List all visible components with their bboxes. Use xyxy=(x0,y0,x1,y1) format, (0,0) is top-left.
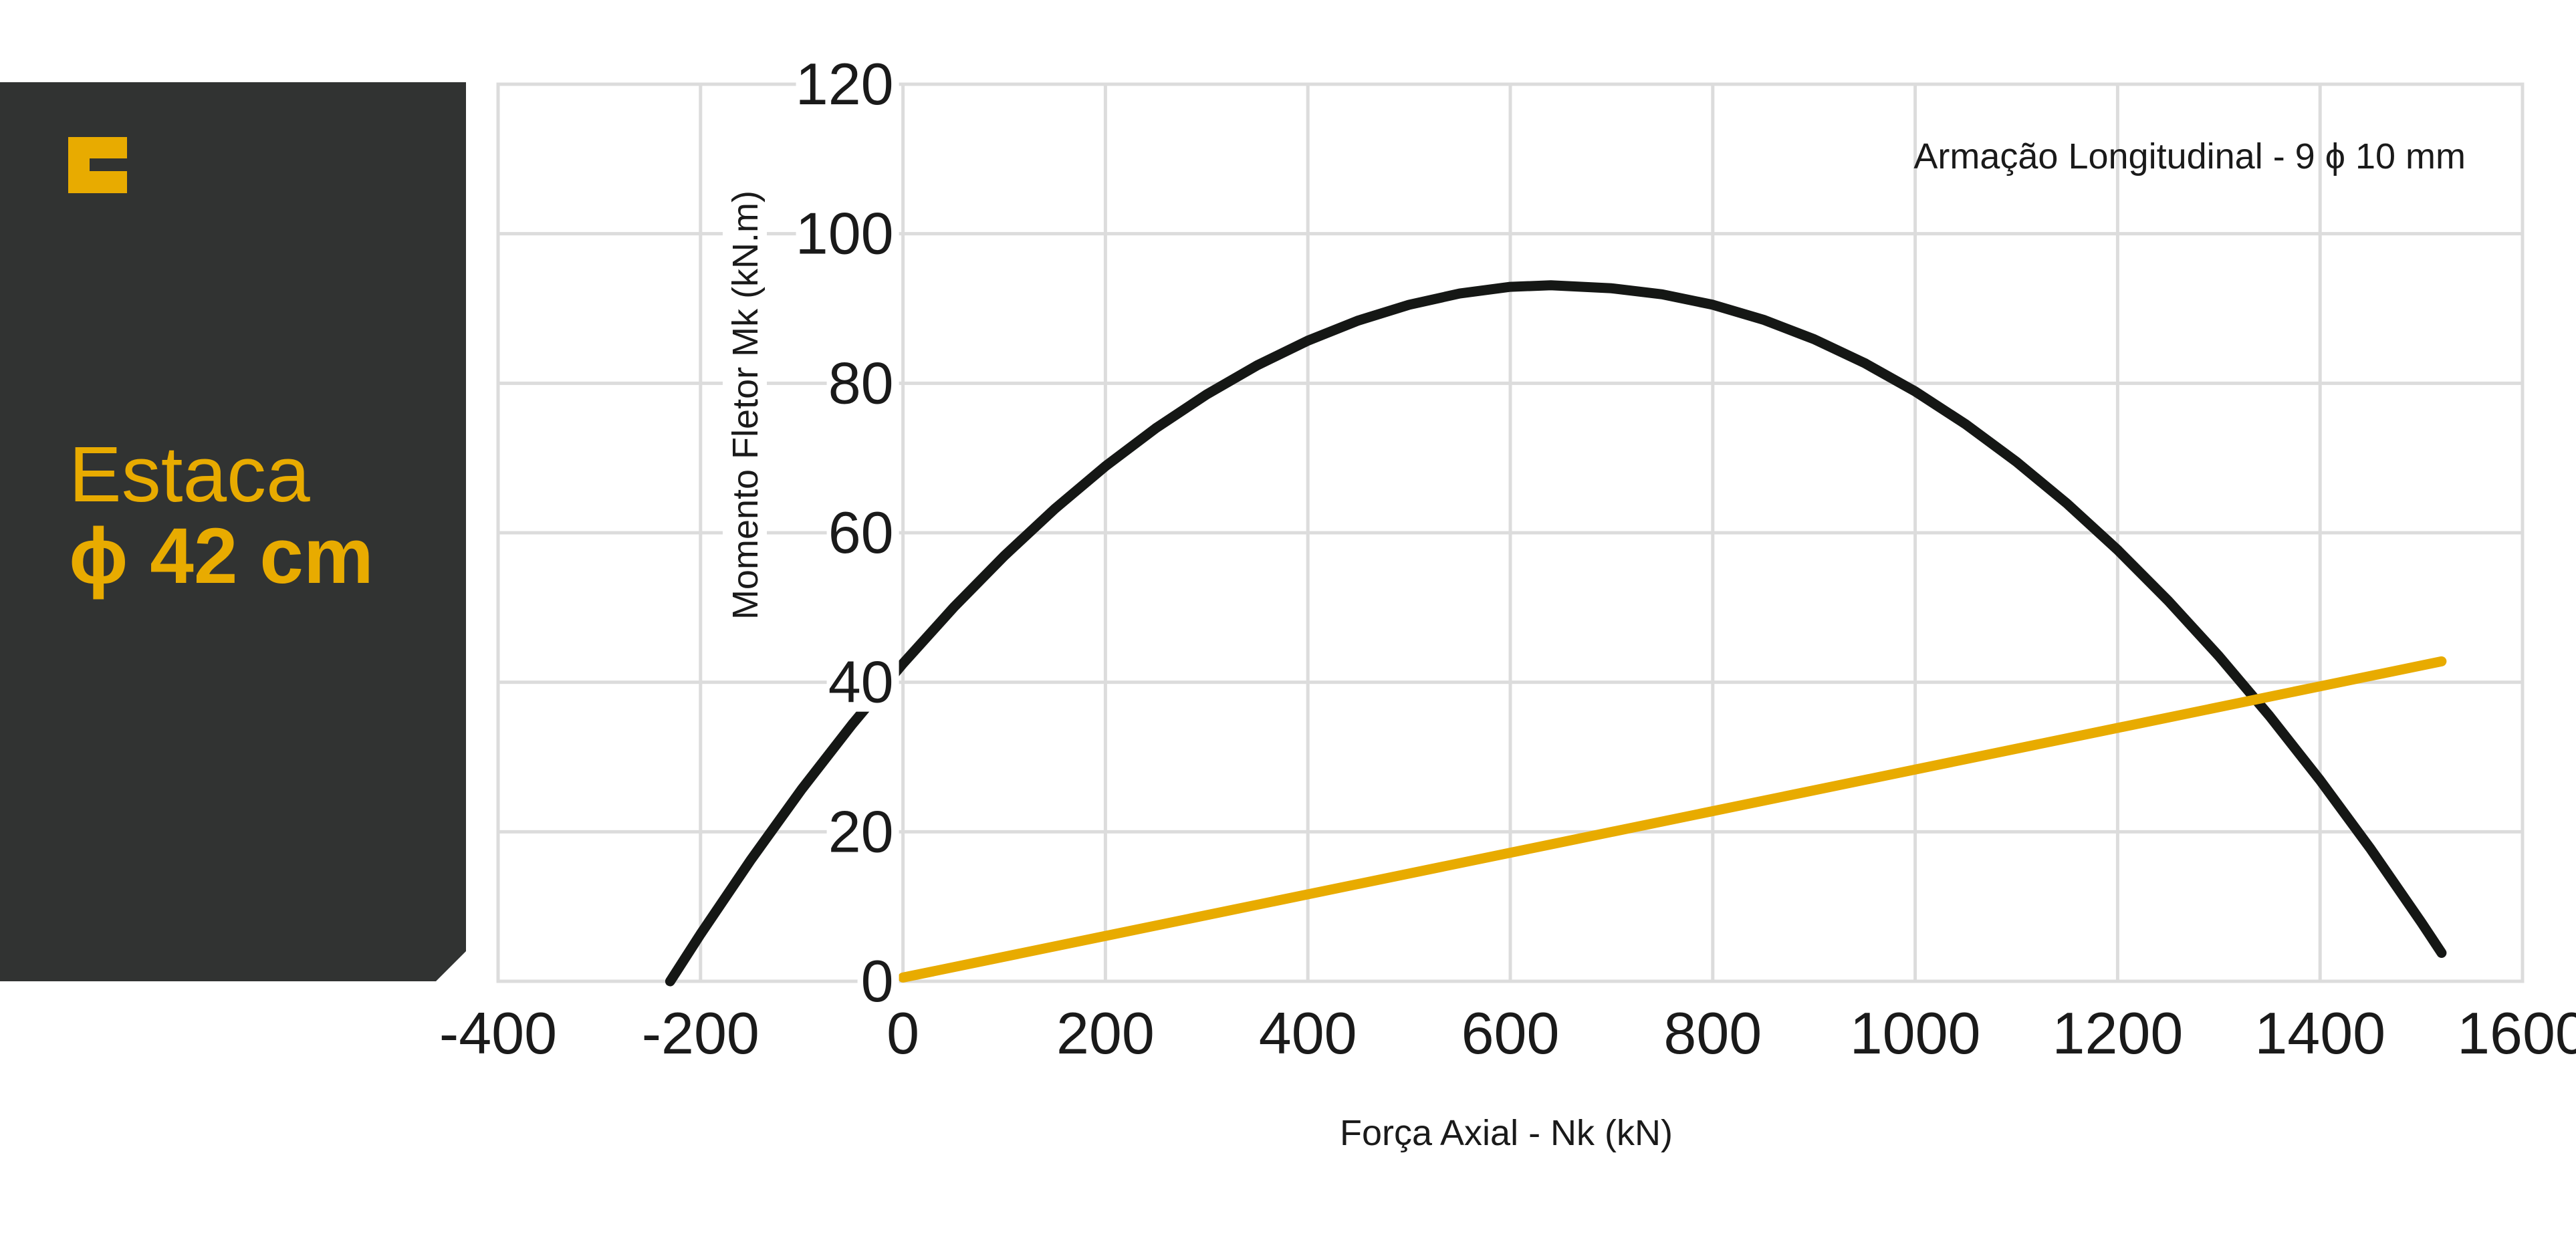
series-line-2 xyxy=(898,656,2447,983)
panel-corner xyxy=(436,951,466,981)
x-tick-label: 800 xyxy=(1663,1000,1762,1066)
x-axis-title: Força Axial - Nk (kN) xyxy=(1340,1113,1673,1153)
y-tick-label: 100 xyxy=(796,201,894,267)
x-tick-label: 0 xyxy=(887,1000,919,1066)
x-tick-label: -200 xyxy=(642,1000,759,1066)
panel-title-line1: Estaca xyxy=(69,430,310,519)
y-axis-title: Momento Fletor Mk (kN.m) xyxy=(725,191,766,620)
y-tick-label: 60 xyxy=(828,499,894,566)
x-tick-label: 200 xyxy=(1056,1000,1155,1066)
c-logo-icon xyxy=(68,137,127,193)
series-line-1 xyxy=(665,280,2447,987)
y-tick-label: 0 xyxy=(861,948,894,1014)
y-tick-label: 20 xyxy=(828,798,894,864)
y-tick-label-bg xyxy=(857,952,899,1011)
x-tick-label: 1600 xyxy=(2457,1000,2576,1066)
chart-annotation: Armação Longitudinal - 9 ϕ 10 mm xyxy=(1913,136,2466,176)
x-tick-label: -400 xyxy=(439,1000,557,1066)
y-tick-label-bg xyxy=(796,204,899,263)
y-tick-label-bg xyxy=(826,652,899,712)
y-axis-title-group: Momento Fletor Mk (kN.m) xyxy=(723,134,767,668)
side-panel xyxy=(0,82,466,981)
y-axis-title-bg xyxy=(723,134,767,668)
y-tick-label-bg xyxy=(796,55,899,114)
x-tick-label: 1000 xyxy=(1850,1000,1981,1066)
x-tick-label: 1400 xyxy=(2254,1000,2385,1066)
y-tick-label-bg xyxy=(826,503,899,562)
y-tick-label-bg xyxy=(826,802,899,862)
x-tick-label: 600 xyxy=(1461,1000,1560,1066)
y-tick-label-bg xyxy=(826,354,899,413)
panel-title-line2: ϕ 42 cm xyxy=(69,512,374,600)
x-tick-label: 400 xyxy=(1259,1000,1357,1066)
y-tick-label: 40 xyxy=(828,649,894,715)
y-tick-label: 80 xyxy=(828,350,894,416)
y-tick-label: 120 xyxy=(796,51,894,117)
x-tick-label: 1200 xyxy=(2053,1000,2184,1066)
plot-area: 0 20 40 60 80 100 120 -400 -200 0 200 400 600 800 1000… xyxy=(439,51,2576,1066)
